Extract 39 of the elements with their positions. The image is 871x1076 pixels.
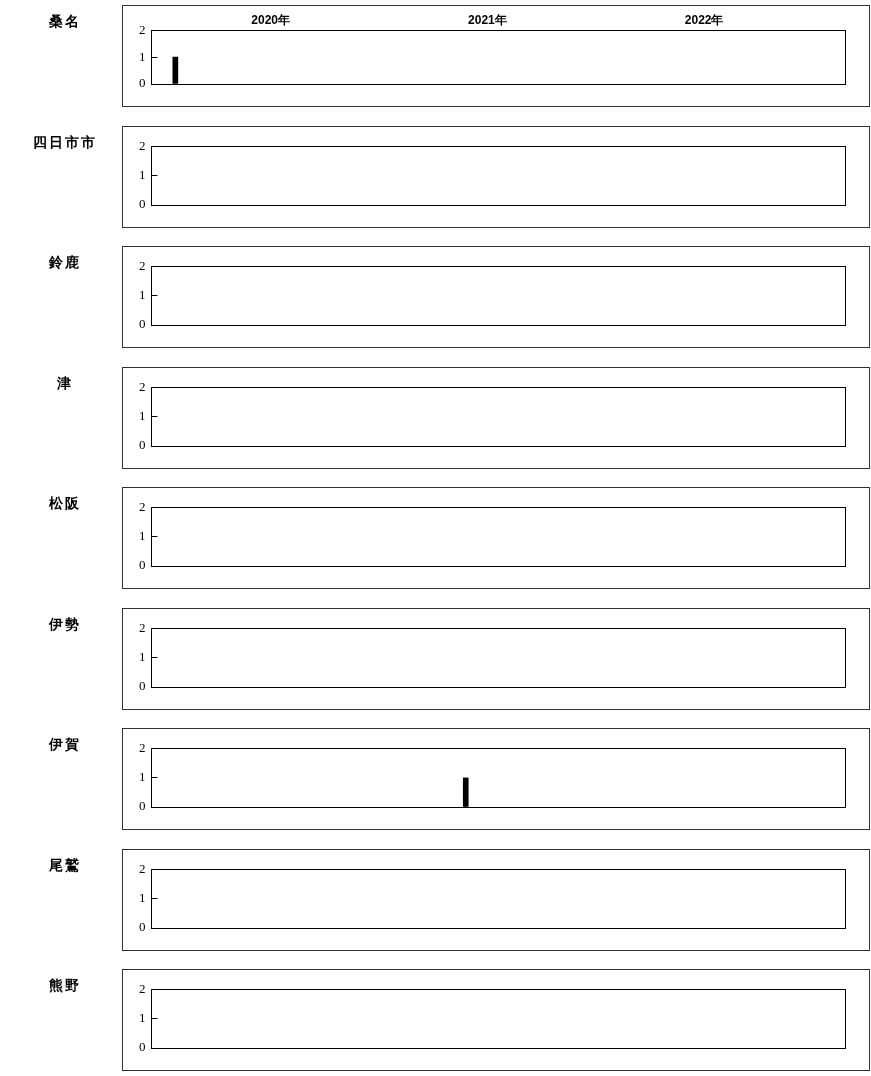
y-tick-label: 0 [139, 436, 146, 452]
y-tick-label: 2 [139, 137, 146, 153]
y-tick-label: 1 [139, 1010, 146, 1026]
y-tick-label: 2 [139, 860, 146, 876]
y-tick-label: 2 [139, 740, 146, 756]
y-tick-label: 0 [139, 557, 146, 573]
x-tick-label: 2020年 [251, 12, 291, 27]
y-tick-label: 0 [139, 195, 146, 211]
y-tick-label: 2 [139, 21, 146, 37]
chart-title: 四日市市 [32, 133, 98, 152]
y-tick-label: 2 [139, 981, 146, 997]
y-tick-label: 1 [139, 287, 146, 303]
y-tick-label: 1 [139, 889, 146, 905]
y-tick-label: 1 [139, 648, 146, 664]
y-tick-label: 1 [139, 48, 146, 64]
chart-title: 桑名 [48, 13, 82, 31]
y-tick-label: 0 [139, 918, 146, 934]
y-tick-label: 2 [139, 378, 146, 394]
chart-title: 伊賀 [48, 736, 82, 754]
y-tick-label: 0 [139, 677, 146, 693]
y-tick-label: 2 [139, 258, 146, 274]
y-tick-label: 0 [139, 75, 146, 91]
y-tick-label: 1 [139, 407, 146, 423]
chart-title: 伊勢 [48, 615, 82, 634]
x-tick-label: 2021年 [468, 12, 507, 27]
y-tick-label: 0 [139, 316, 146, 332]
chart-title: 津 [56, 374, 74, 393]
chart-title: 松阪 [48, 495, 82, 513]
y-tick-label: 2 [139, 499, 146, 515]
chart-title: 鈴鹿 [48, 254, 82, 272]
y-tick-label: 1 [139, 528, 146, 544]
chart-title: 熊野 [48, 977, 82, 995]
y-tick-label: 1 [139, 166, 146, 182]
y-tick-label: 0 [139, 798, 146, 814]
x-tick-label: 2022年 [684, 12, 724, 27]
y-tick-label: 2 [139, 619, 146, 635]
y-tick-label: 0 [139, 1039, 146, 1055]
chart-title: 尾鷲 [48, 856, 82, 875]
y-tick-label: 1 [139, 769, 146, 785]
